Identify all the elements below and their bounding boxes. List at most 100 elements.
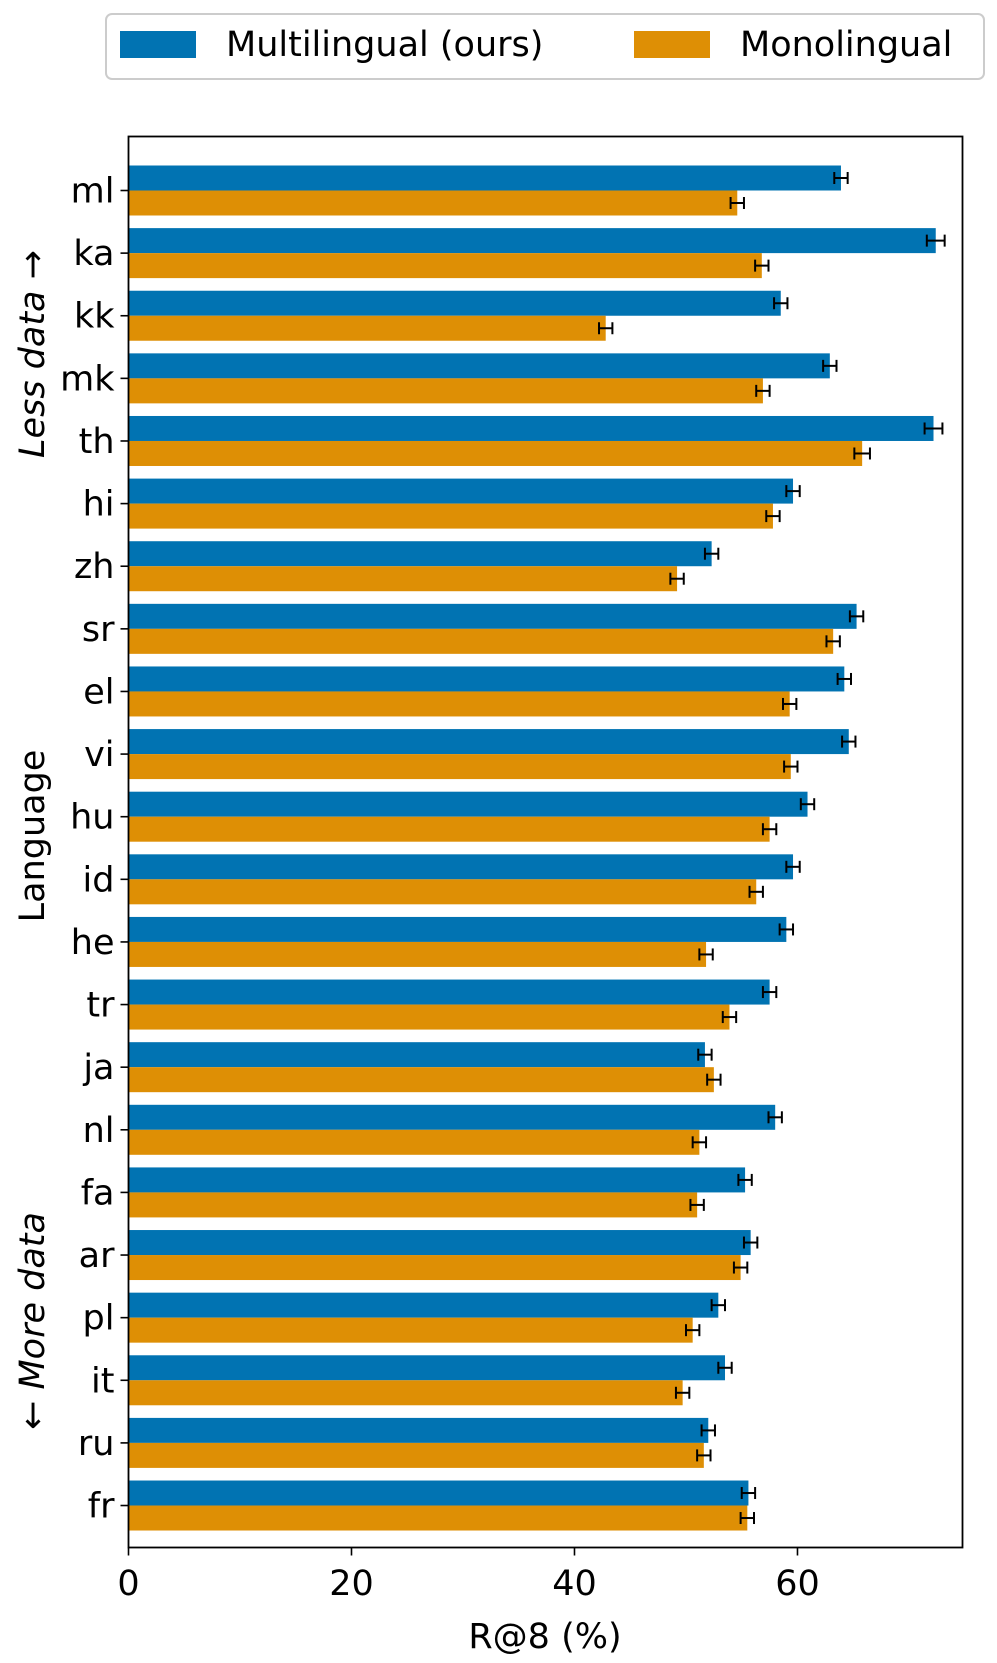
- y-annotation-less-data: Less data →: [13, 250, 53, 458]
- bar-multilingual-ru: [128, 1417, 709, 1443]
- bar-monolingual-th: [128, 440, 863, 466]
- y-tick-label-fa: fa: [81, 1173, 115, 1213]
- error-bars-layer: [598, 172, 946, 1525]
- bar-monolingual-ml: [128, 190, 738, 216]
- error-bar-multilingual-mk: [822, 359, 838, 372]
- error-bar-monolingual-hu: [761, 823, 778, 836]
- bar-monolingual-he: [128, 941, 707, 967]
- y-axis-label: Language: [13, 750, 53, 923]
- y-tick-label-hu: hu: [70, 798, 114, 838]
- error-bar-monolingual-nl: [691, 1136, 708, 1149]
- bar-multilingual-fr: [128, 1480, 749, 1506]
- error-bar-monolingual-ja: [706, 1073, 722, 1086]
- error-bar-multilingual-fa: [737, 1173, 753, 1186]
- error-bar-multilingual-sr: [848, 610, 865, 623]
- bar-monolingual-pl: [128, 1317, 693, 1343]
- y-tick-label-ml: ml: [71, 172, 115, 212]
- y-annotation-more-data: ← More data: [13, 1212, 53, 1430]
- bar-multilingual-th: [128, 415, 934, 441]
- error-bar-multilingual-ka: [925, 234, 946, 247]
- error-bar-monolingual-it: [674, 1386, 691, 1399]
- error-bar-multilingual-id: [785, 860, 801, 873]
- bars-layer: [128, 165, 936, 1531]
- x-tick-label-40: 40: [552, 1564, 597, 1604]
- error-bar-multilingual-hu: [799, 798, 816, 811]
- error-bar-multilingual-zh: [703, 547, 720, 560]
- bar-monolingual-ar: [128, 1255, 741, 1281]
- bar-multilingual-hu: [128, 791, 808, 817]
- error-bar-monolingual-id: [748, 885, 764, 898]
- y-axis-ticks: ml ka kk mk th hi zh sr el vi hu id he tr ja nl fa ar pl it…: [60, 172, 129, 1527]
- error-bar-monolingual-fr: [739, 1512, 755, 1525]
- legend-label-multilingual: Multilingual (ours): [226, 25, 543, 65]
- bar-multilingual-kk: [128, 290, 781, 316]
- bar-monolingual-it: [128, 1380, 683, 1406]
- bar-multilingual-sr: [128, 603, 857, 629]
- bar-monolingual-el: [128, 691, 790, 717]
- bar-multilingual-id: [128, 854, 794, 880]
- y-tick-label-hi: hi: [83, 485, 115, 525]
- y-tick-label-id: id: [83, 860, 115, 900]
- bar-multilingual-tr: [128, 979, 770, 1005]
- y-tick-label-mk: mk: [60, 359, 115, 399]
- bar-monolingual-mk: [128, 378, 763, 404]
- bar-monolingual-nl: [128, 1129, 700, 1155]
- y-tick-label-vi: vi: [84, 735, 114, 775]
- bar-monolingual-ka: [128, 253, 762, 279]
- bar-monolingual-hi: [128, 503, 773, 529]
- bar-multilingual-ml: [128, 165, 841, 191]
- bar-multilingual-pl: [128, 1292, 719, 1318]
- error-bar-monolingual-th: [853, 447, 871, 460]
- bar-monolingual-sr: [128, 628, 834, 654]
- error-bar-multilingual-ml: [833, 172, 849, 184]
- error-bar-multilingual-vi: [841, 735, 857, 748]
- error-bar-multilingual-ar: [742, 1236, 759, 1249]
- error-bar-multilingual-pl: [710, 1299, 727, 1312]
- bar-monolingual-ja: [128, 1067, 714, 1093]
- bar-multilingual-vi: [128, 729, 849, 755]
- y-tick-label-ka: ka: [73, 234, 114, 274]
- y-tick-label-it: it: [91, 1361, 114, 1401]
- error-bar-multilingual-fr: [740, 1487, 757, 1500]
- y-tick-label-tr: tr: [86, 986, 115, 1026]
- y-tick-label-sr: sr: [82, 610, 115, 650]
- bar-monolingual-kk: [128, 315, 606, 341]
- error-bar-multilingual-kk: [773, 297, 789, 310]
- bar-multilingual-he: [128, 916, 787, 942]
- x-tick-label-60: 60: [775, 1564, 820, 1604]
- bar-multilingual-it: [128, 1355, 726, 1381]
- error-bar-monolingual-zh: [669, 572, 685, 585]
- x-axis-label: R@8 (%): [468, 1617, 621, 1657]
- legend-swatch-monolingual: [634, 31, 710, 58]
- y-tick-label-he: he: [71, 923, 115, 963]
- bar-monolingual-zh: [128, 566, 678, 592]
- bar-multilingual-hi: [128, 478, 794, 504]
- error-bar-monolingual-mk: [755, 384, 771, 397]
- bar-monolingual-id: [128, 879, 757, 905]
- error-bar-monolingual-vi: [783, 760, 799, 773]
- error-bar-monolingual-ar: [732, 1261, 749, 1274]
- bar-multilingual-fa: [128, 1167, 746, 1193]
- y-tick-label-ar: ar: [79, 1236, 115, 1276]
- bar-multilingual-nl: [128, 1104, 776, 1130]
- y-tick-label-zh: zh: [74, 547, 115, 587]
- error-bar-monolingual-sr: [825, 635, 841, 648]
- bar-multilingual-zh: [128, 541, 712, 567]
- error-bar-multilingual-it: [717, 1361, 733, 1374]
- bar-monolingual-vi: [128, 754, 791, 780]
- y-tick-label-nl: nl: [83, 1111, 115, 1151]
- x-axis-ticks: 0 20 40 60: [117, 1547, 820, 1604]
- error-bar-multilingual-ru: [700, 1424, 716, 1437]
- bar-monolingual-tr: [128, 1004, 730, 1030]
- legend-box: [105, 13, 985, 80]
- error-bar-multilingual-nl: [767, 1111, 783, 1124]
- error-bar-monolingual-he: [698, 948, 714, 961]
- y-tick-label-pl: pl: [83, 1299, 115, 1339]
- bar-monolingual-ru: [128, 1442, 704, 1468]
- error-bar-monolingual-kk: [598, 322, 614, 335]
- y-tick-label-kk: kk: [74, 297, 115, 337]
- bar-monolingual-fa: [128, 1192, 698, 1218]
- error-bar-monolingual-ka: [754, 259, 770, 272]
- bar-multilingual-el: [128, 666, 845, 692]
- error-bar-monolingual-tr: [721, 1011, 738, 1024]
